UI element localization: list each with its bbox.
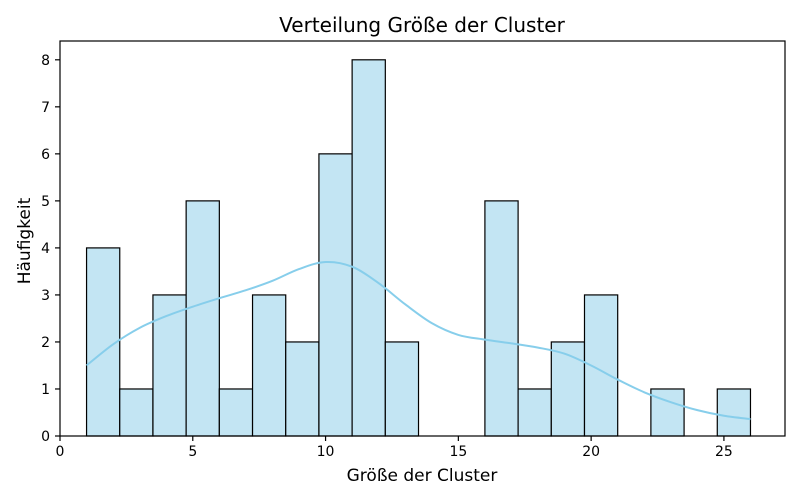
histogram-bar — [351, 59, 386, 437]
plot-frame — [59, 40, 786, 437]
x-tick-label: 10 — [317, 444, 335, 460]
x-ticks-group: 0 5 10 15 20 25 — [56, 436, 733, 460]
y-tick-label: 0 — [41, 429, 50, 445]
histogram-bar — [251, 294, 287, 437]
y-tick-label: 2 — [41, 335, 50, 351]
kde-curve — [85, 260, 751, 421]
histogram-bar — [318, 153, 353, 437]
histogram-bar — [716, 388, 752, 437]
x-tick-label: 15 — [449, 444, 467, 460]
y-tick-label: 3 — [41, 288, 50, 304]
x-axis-label: Größe der Cluster — [347, 466, 498, 486]
histogram-bar — [285, 341, 320, 437]
histogram-bar — [152, 294, 187, 437]
chart-title: Verteilung Größe der Cluster — [279, 13, 565, 37]
x-tick-label: 0 — [56, 444, 65, 460]
y-axis-label: Häufigkeit — [15, 197, 35, 284]
x-tick-label: 20 — [582, 444, 600, 460]
y-tick-label: 1 — [41, 382, 50, 398]
y-tick-label: 4 — [41, 241, 50, 257]
histogram-bar — [550, 341, 586, 437]
bars-group — [85, 59, 752, 437]
y-ticks-group: 0 1 2 3 4 5 6 7 8 — [41, 53, 60, 445]
histogram-bar — [218, 388, 254, 437]
histogram-bar — [185, 200, 220, 437]
y-tick-label: 7 — [41, 100, 50, 116]
y-tick-label: 5 — [41, 194, 50, 210]
x-tick-label: 25 — [715, 444, 733, 460]
histogram-bar — [85, 247, 121, 437]
y-tick-label: 6 — [41, 147, 50, 163]
histogram-bar — [484, 200, 519, 437]
y-tick-label: 8 — [41, 53, 50, 69]
histogram-bar — [119, 388, 154, 437]
histogram-bar — [517, 388, 552, 437]
x-tick-label: 5 — [188, 444, 197, 460]
histogram-bar — [384, 341, 420, 437]
